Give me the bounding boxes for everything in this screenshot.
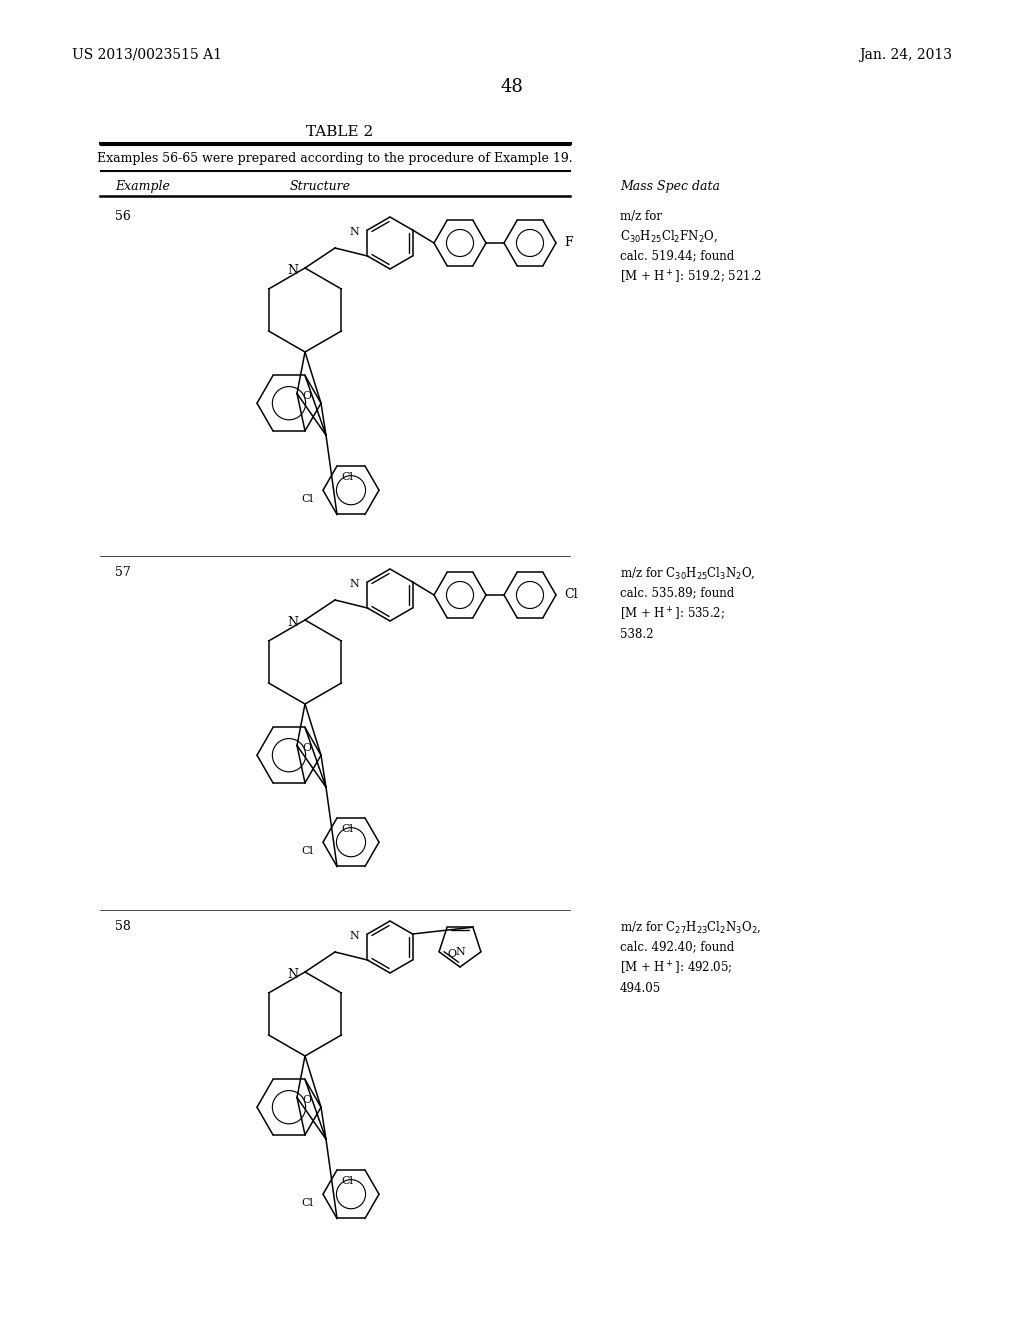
Text: TABLE 2: TABLE 2 bbox=[306, 125, 374, 139]
Text: N: N bbox=[288, 615, 299, 628]
Text: N: N bbox=[288, 968, 299, 981]
Text: Cl: Cl bbox=[341, 824, 353, 834]
Text: Cl: Cl bbox=[341, 473, 353, 482]
Text: O: O bbox=[302, 1096, 311, 1105]
Text: N: N bbox=[288, 264, 299, 276]
Text: US 2013/0023515 A1: US 2013/0023515 A1 bbox=[72, 48, 222, 62]
Text: O: O bbox=[302, 743, 311, 754]
Text: Cl: Cl bbox=[301, 846, 313, 857]
Text: Cl: Cl bbox=[341, 1176, 353, 1185]
Text: Examples 56-65 were prepared according to the procedure of Example 19.: Examples 56-65 were prepared according t… bbox=[97, 152, 572, 165]
Text: Cl: Cl bbox=[301, 494, 313, 504]
Text: m/z for C$_{27}$H$_{23}$Cl$_2$N$_3$O$_2$,
calc. 492.40; found
[M + H$^+$]: 492.0: m/z for C$_{27}$H$_{23}$Cl$_2$N$_3$O$_2$… bbox=[620, 920, 761, 995]
Text: Structure: Structure bbox=[290, 180, 350, 193]
Text: N: N bbox=[350, 227, 359, 238]
Text: N: N bbox=[455, 946, 465, 957]
Text: Cl: Cl bbox=[564, 589, 578, 602]
Text: Jan. 24, 2013: Jan. 24, 2013 bbox=[859, 48, 952, 62]
Text: N: N bbox=[350, 931, 359, 941]
Text: F: F bbox=[564, 236, 572, 249]
Text: Example: Example bbox=[115, 180, 170, 193]
Text: m/z for
C$_{30}$H$_{25}$Cl$_2$FN$_2$O,
calc. 519.44; found
[M + H$^+$]: 519.2; 5: m/z for C$_{30}$H$_{25}$Cl$_2$FN$_2$O, c… bbox=[620, 210, 762, 285]
Text: m/z for C$_{30}$H$_{25}$Cl$_3$N$_2$O,
calc. 535.89; found
[M + H$^+$]: 535.2;
53: m/z for C$_{30}$H$_{25}$Cl$_3$N$_2$O, ca… bbox=[620, 566, 756, 642]
Text: O: O bbox=[302, 392, 311, 401]
Text: Cl: Cl bbox=[301, 1199, 313, 1208]
Text: 48: 48 bbox=[501, 78, 523, 96]
Text: 57: 57 bbox=[115, 566, 131, 579]
Text: N: N bbox=[350, 579, 359, 589]
Text: Mass Spec data: Mass Spec data bbox=[620, 180, 720, 193]
Text: O: O bbox=[447, 949, 457, 958]
Text: 56: 56 bbox=[115, 210, 131, 223]
Text: 58: 58 bbox=[115, 920, 131, 933]
